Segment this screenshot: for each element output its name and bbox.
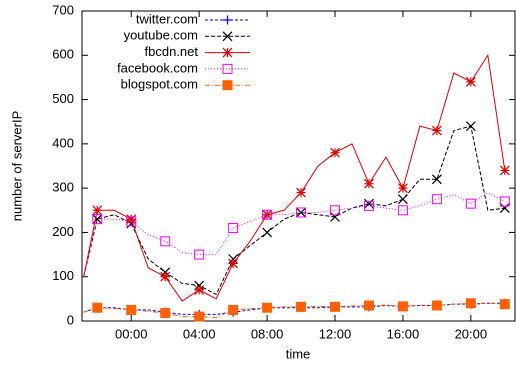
legend-label: facebook.com — [117, 60, 198, 75]
y-tick-label: 100 — [52, 268, 74, 283]
marker — [296, 207, 306, 218]
marker — [228, 223, 239, 233]
y-tick-label: 700 — [52, 2, 74, 17]
marker — [194, 249, 205, 260]
marker — [499, 299, 510, 310]
x-tick-label: 08:00 — [251, 326, 284, 341]
x-tick-label: 00:00 — [115, 326, 148, 341]
marker — [330, 205, 341, 216]
y-tick-label: 500 — [52, 91, 74, 106]
marker — [330, 301, 341, 312]
marker — [262, 302, 273, 313]
marker — [398, 183, 408, 194]
marker — [160, 236, 171, 247]
marker — [499, 196, 510, 207]
legend-label: blogspot.com — [121, 77, 198, 92]
legend-label: youtube.com — [124, 28, 198, 43]
marker — [92, 214, 103, 225]
series-line — [83, 53, 506, 302]
marker — [397, 205, 408, 216]
marker — [222, 63, 233, 74]
legend-label: fbcdn.net — [145, 44, 199, 59]
marker — [160, 308, 171, 319]
marker — [431, 174, 442, 185]
y-tick-label: 0 — [67, 312, 74, 327]
marker — [330, 147, 340, 158]
marker — [296, 207, 307, 218]
x-tick-label: 16:00 — [387, 326, 420, 341]
marker — [92, 214, 103, 225]
marker — [296, 187, 306, 198]
marker — [194, 311, 205, 322]
legend-label: twitter.com — [136, 11, 198, 26]
marker — [262, 227, 273, 238]
marker — [330, 212, 340, 222]
marker — [92, 205, 103, 216]
marker — [296, 301, 307, 312]
marker — [465, 298, 476, 309]
marker — [465, 121, 476, 132]
marker — [364, 178, 374, 189]
marker — [223, 15, 232, 25]
marker — [194, 285, 205, 295]
marker — [92, 302, 103, 313]
series-line — [83, 191, 506, 277]
y-tick-label: 200 — [52, 224, 74, 239]
y-tick-label: 400 — [52, 135, 74, 150]
x-tick-label: 12:00 — [319, 326, 352, 341]
marker — [126, 216, 137, 227]
y-axis-label: number of serverIP — [9, 111, 24, 222]
marker — [431, 194, 442, 205]
marker — [126, 304, 137, 315]
marker — [222, 80, 233, 91]
marker — [262, 209, 273, 220]
marker — [499, 165, 510, 176]
marker — [499, 203, 510, 213]
y-tick-label: 600 — [52, 47, 74, 62]
series-line — [83, 125, 505, 296]
marker — [465, 198, 476, 209]
marker — [228, 258, 239, 269]
marker — [431, 125, 442, 136]
marker — [228, 304, 239, 315]
x-tick-label: 20:00 — [455, 326, 488, 341]
marker — [363, 200, 374, 211]
plot-frame — [81, 10, 516, 322]
marker — [126, 214, 137, 225]
marker — [363, 300, 374, 311]
y-tick-label: 300 — [52, 180, 74, 195]
marker — [160, 271, 171, 282]
x-tick-label: 04:00 — [183, 326, 216, 341]
marker — [398, 194, 408, 205]
marker — [431, 300, 442, 311]
x-axis-label: time — [286, 346, 311, 361]
marker — [465, 76, 476, 87]
marker — [222, 31, 233, 42]
marker — [397, 301, 408, 312]
marker — [222, 47, 233, 58]
